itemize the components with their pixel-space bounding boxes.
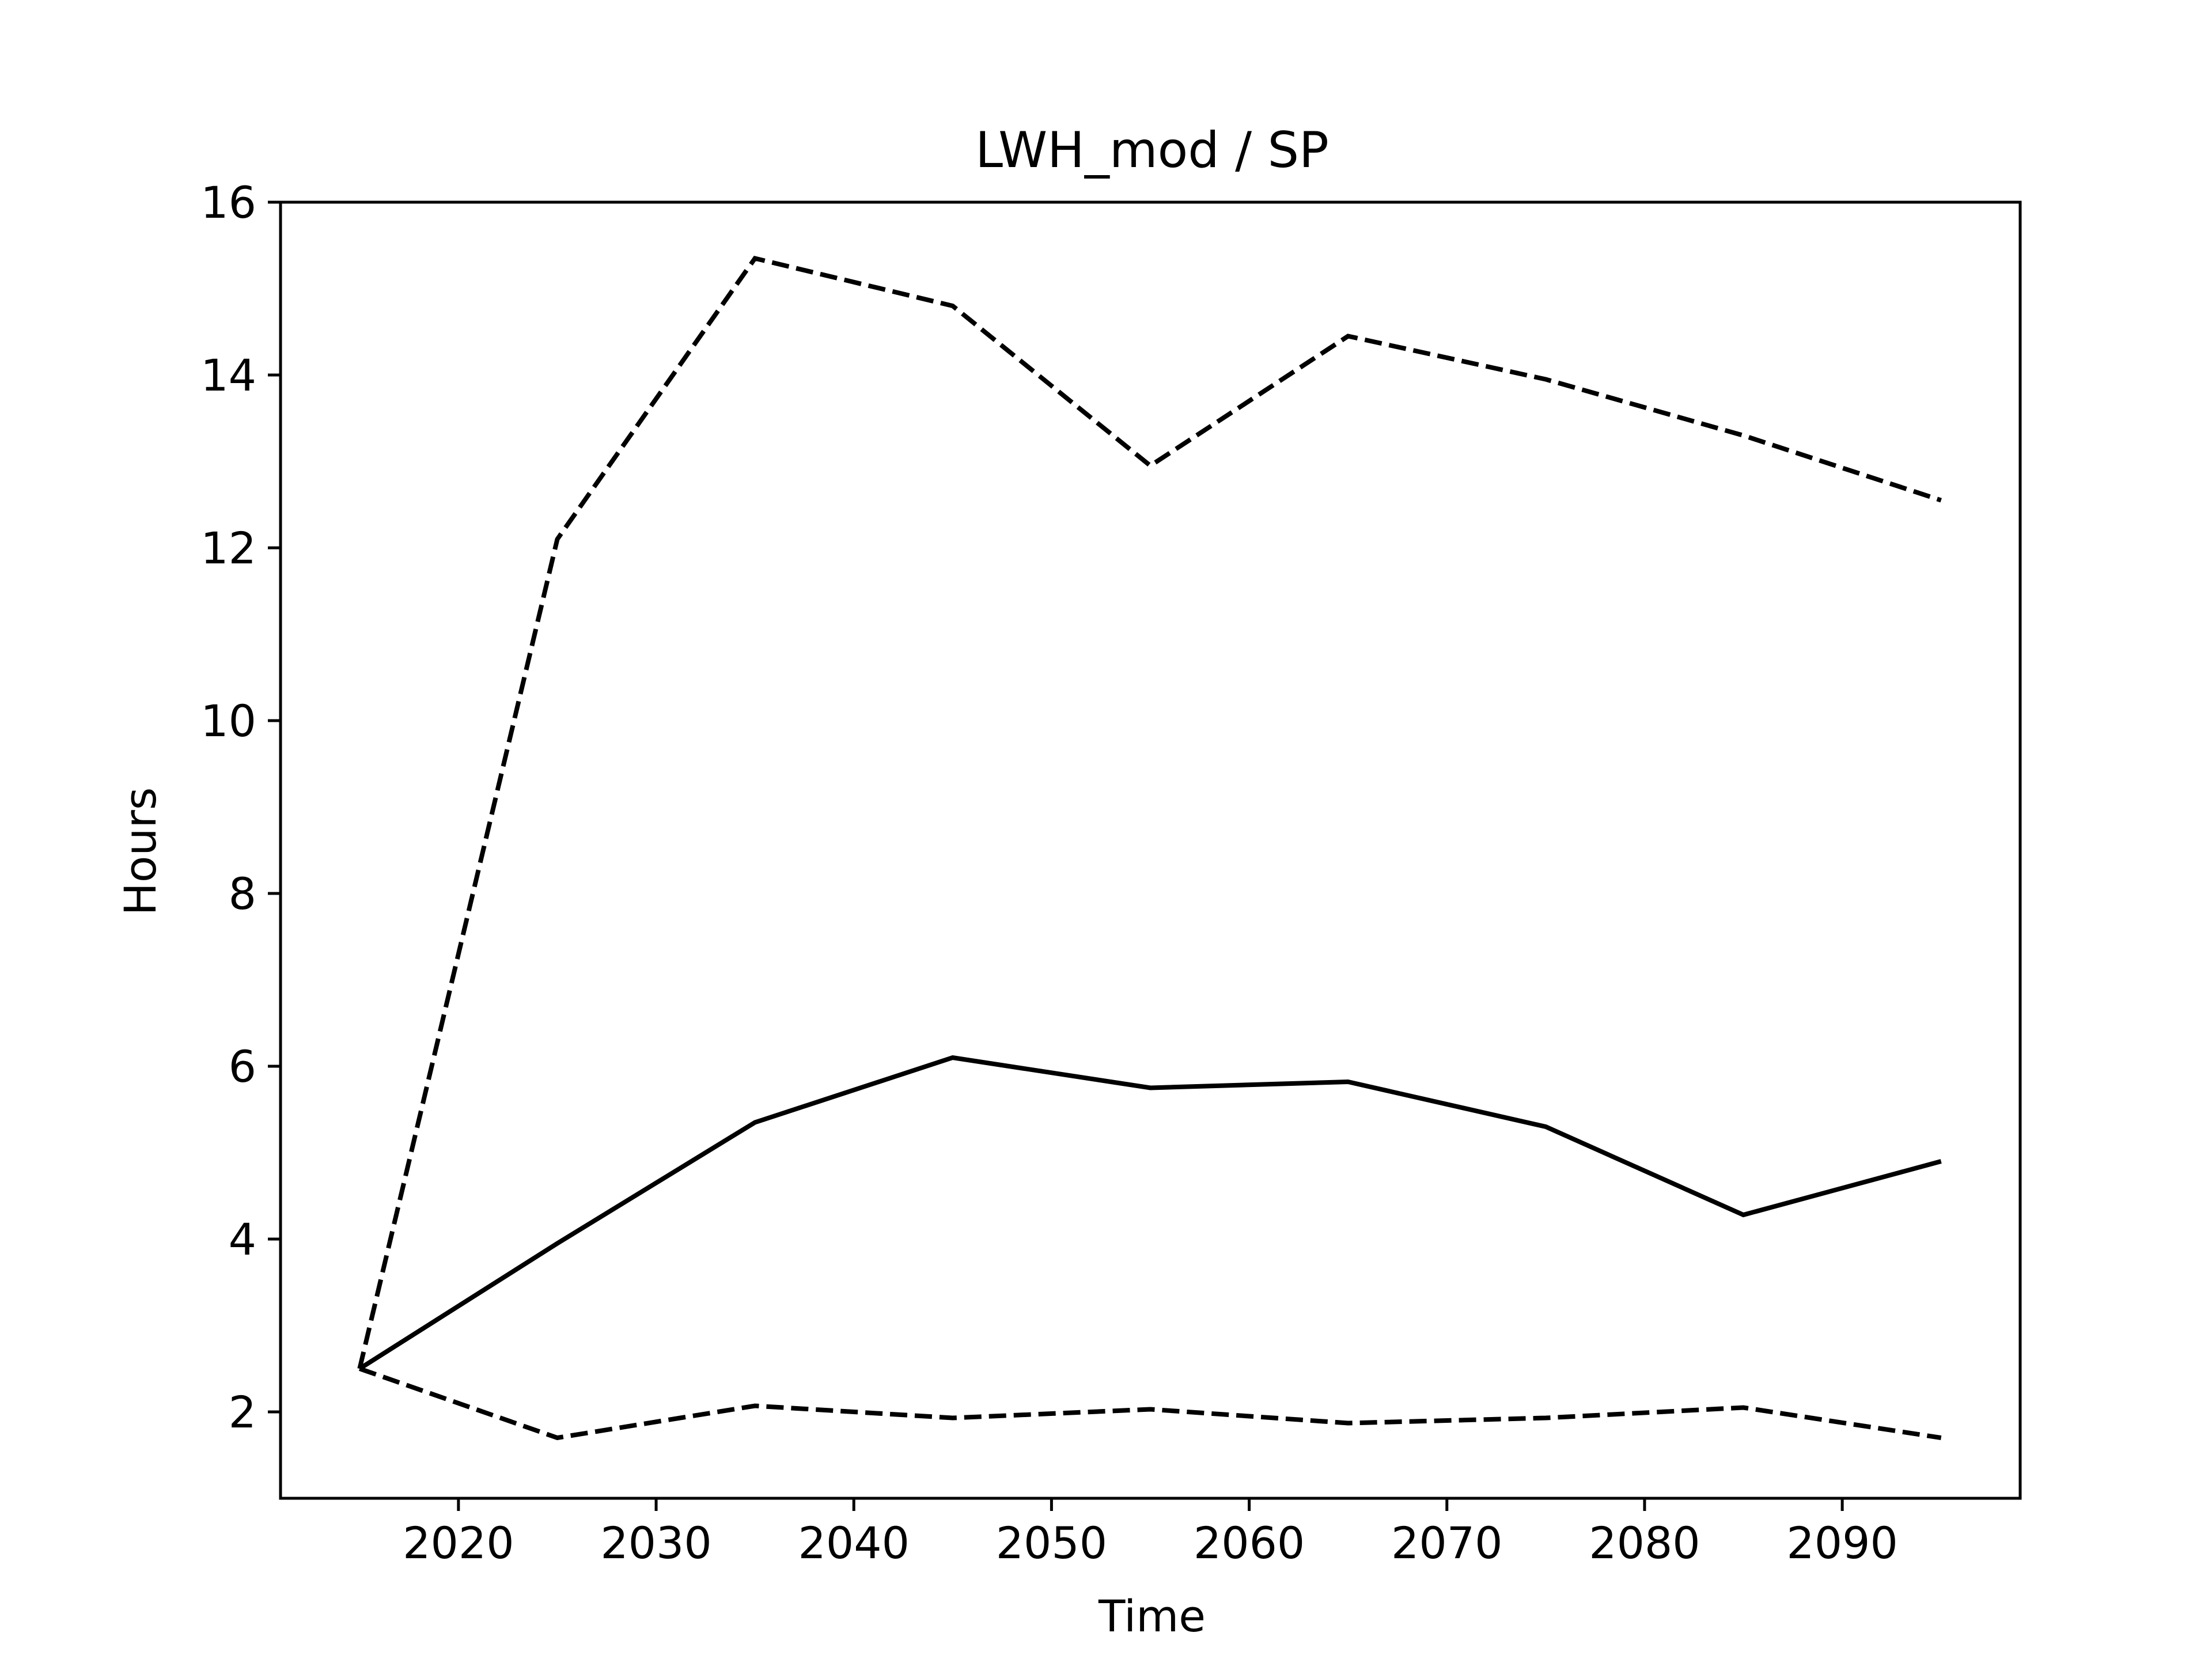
y-tick-label: 8: [229, 868, 256, 919]
x-tick-label: 2050: [996, 1517, 1107, 1569]
y-tick-label: 10: [200, 695, 256, 747]
chart-title: LWH_mod / SP: [975, 122, 1329, 179]
x-axis-label: Time: [1098, 1590, 1206, 1642]
median-line: [358, 1055, 1942, 1371]
y-tick-label: 4: [229, 1214, 256, 1265]
upper-bound-line: [357, 255, 1942, 1369]
y-axis: 2 4 6 8 10 12 14 16: [200, 177, 281, 1438]
x-tick-label: 2020: [403, 1517, 514, 1569]
y-tick-label: 12: [200, 522, 256, 574]
x-tick-label: 2080: [1589, 1517, 1700, 1569]
y-axis-label: Hours: [115, 787, 166, 916]
lower-bound-line: [358, 1366, 1942, 1441]
plot-area: [357, 255, 1942, 1441]
y-tick-label: 14: [200, 350, 256, 401]
plot-frame: [279, 200, 2022, 1500]
x-tick-label: 2030: [600, 1517, 711, 1569]
x-tick-label: 2070: [1391, 1517, 1502, 1569]
x-tick-label: 2040: [798, 1517, 910, 1569]
x-axis: 2020 2030 2040 2050 2060 2070 2080 2090: [403, 1498, 1898, 1569]
y-tick-label: 16: [200, 177, 256, 228]
x-tick-label: 2060: [1194, 1517, 1305, 1569]
y-tick-label: 2: [229, 1387, 256, 1438]
y-tick-label: 6: [229, 1041, 256, 1092]
x-tick-label: 2090: [1786, 1517, 1897, 1569]
